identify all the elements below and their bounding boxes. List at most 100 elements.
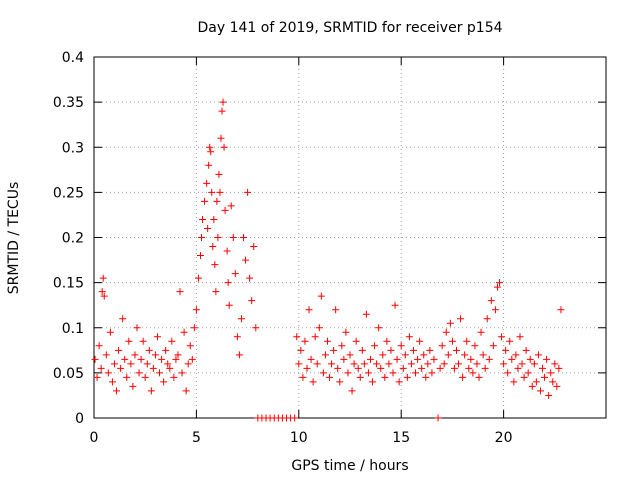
data-point xyxy=(459,373,467,381)
data-point xyxy=(206,143,214,151)
data-point xyxy=(551,360,559,368)
x-tick-label: 0 xyxy=(90,430,99,446)
y-tick-label: 0.15 xyxy=(53,276,84,292)
data-point xyxy=(418,364,426,372)
data-point xyxy=(129,382,137,390)
data-point xyxy=(409,346,417,354)
y-tick-label: 0.05 xyxy=(53,366,84,382)
data-point xyxy=(344,369,352,377)
data-point xyxy=(555,364,563,372)
y-axis-label: SRMTID / TECUs xyxy=(6,182,22,295)
data-point xyxy=(91,355,99,363)
data-point xyxy=(520,373,528,381)
data-point xyxy=(350,360,358,368)
data-point xyxy=(334,364,342,372)
data-point xyxy=(516,333,524,341)
data-point xyxy=(457,315,465,323)
data-point xyxy=(131,351,139,359)
data-point xyxy=(471,342,479,350)
data-point xyxy=(139,337,147,345)
data-point xyxy=(536,387,544,395)
data-point xyxy=(176,288,184,296)
data-point xyxy=(184,360,192,368)
data-point xyxy=(465,364,473,372)
data-point xyxy=(237,315,245,323)
data-point xyxy=(430,355,438,363)
data-point xyxy=(133,324,141,332)
data-point xyxy=(487,297,495,305)
data-point xyxy=(213,197,221,205)
data-point xyxy=(414,355,422,363)
data-point xyxy=(135,369,143,377)
data-point xyxy=(532,378,540,386)
data-point xyxy=(201,197,209,205)
data-point xyxy=(504,369,512,377)
data-point xyxy=(526,355,534,363)
data-point xyxy=(493,283,501,291)
data-point xyxy=(225,301,233,309)
data-point xyxy=(207,148,215,156)
data-point xyxy=(506,337,514,345)
data-point xyxy=(145,346,153,354)
data-point xyxy=(508,355,516,363)
data-point xyxy=(426,346,434,354)
data-point xyxy=(174,351,182,359)
y-tick-label: 0.4 xyxy=(62,50,84,66)
data-point xyxy=(123,373,131,381)
data-point xyxy=(221,206,229,214)
data-point xyxy=(303,364,311,372)
data-point xyxy=(186,342,194,350)
data-point xyxy=(348,387,356,395)
data-point xyxy=(315,324,323,332)
data-point xyxy=(399,364,407,372)
data-point xyxy=(553,382,561,390)
data-point xyxy=(95,342,103,350)
data-point xyxy=(377,364,385,372)
data-point xyxy=(317,292,325,300)
data-point xyxy=(438,342,446,350)
data-point xyxy=(366,355,374,363)
data-point xyxy=(307,355,315,363)
data-point xyxy=(311,333,319,341)
data-point xyxy=(498,333,506,341)
data-point xyxy=(358,346,366,354)
data-point xyxy=(190,324,198,332)
data-point xyxy=(151,351,159,359)
data-point xyxy=(149,364,157,372)
data-point xyxy=(106,328,114,336)
x-tick-label: 15 xyxy=(392,430,410,446)
data-point xyxy=(403,373,411,381)
data-point xyxy=(395,378,403,386)
data-point xyxy=(340,355,348,363)
data-point xyxy=(224,279,232,287)
data-point xyxy=(389,369,397,377)
data-point xyxy=(102,351,110,359)
y-tick-label: 0.3 xyxy=(62,140,84,156)
data-point xyxy=(549,378,557,386)
data-point xyxy=(338,342,346,350)
data-point xyxy=(217,134,225,142)
data-point xyxy=(371,342,379,350)
y-tick-label: 0 xyxy=(75,411,84,427)
data-point xyxy=(332,306,340,314)
data-point xyxy=(199,215,207,223)
data-point xyxy=(364,369,372,377)
data-point xyxy=(242,256,250,264)
data-point xyxy=(512,351,520,359)
data-point xyxy=(208,188,216,196)
data-point xyxy=(121,355,129,363)
data-point xyxy=(326,373,334,381)
data-point xyxy=(100,292,108,300)
y-tick-label: 0.1 xyxy=(62,321,84,337)
data-point xyxy=(467,355,475,363)
data-point xyxy=(248,297,256,305)
data-point xyxy=(420,351,428,359)
data-point xyxy=(210,215,218,223)
data-point xyxy=(475,373,483,381)
data-point xyxy=(330,346,338,354)
data-point xyxy=(180,328,188,336)
data-point xyxy=(543,355,551,363)
data-point xyxy=(539,364,547,372)
data-point xyxy=(158,355,166,363)
